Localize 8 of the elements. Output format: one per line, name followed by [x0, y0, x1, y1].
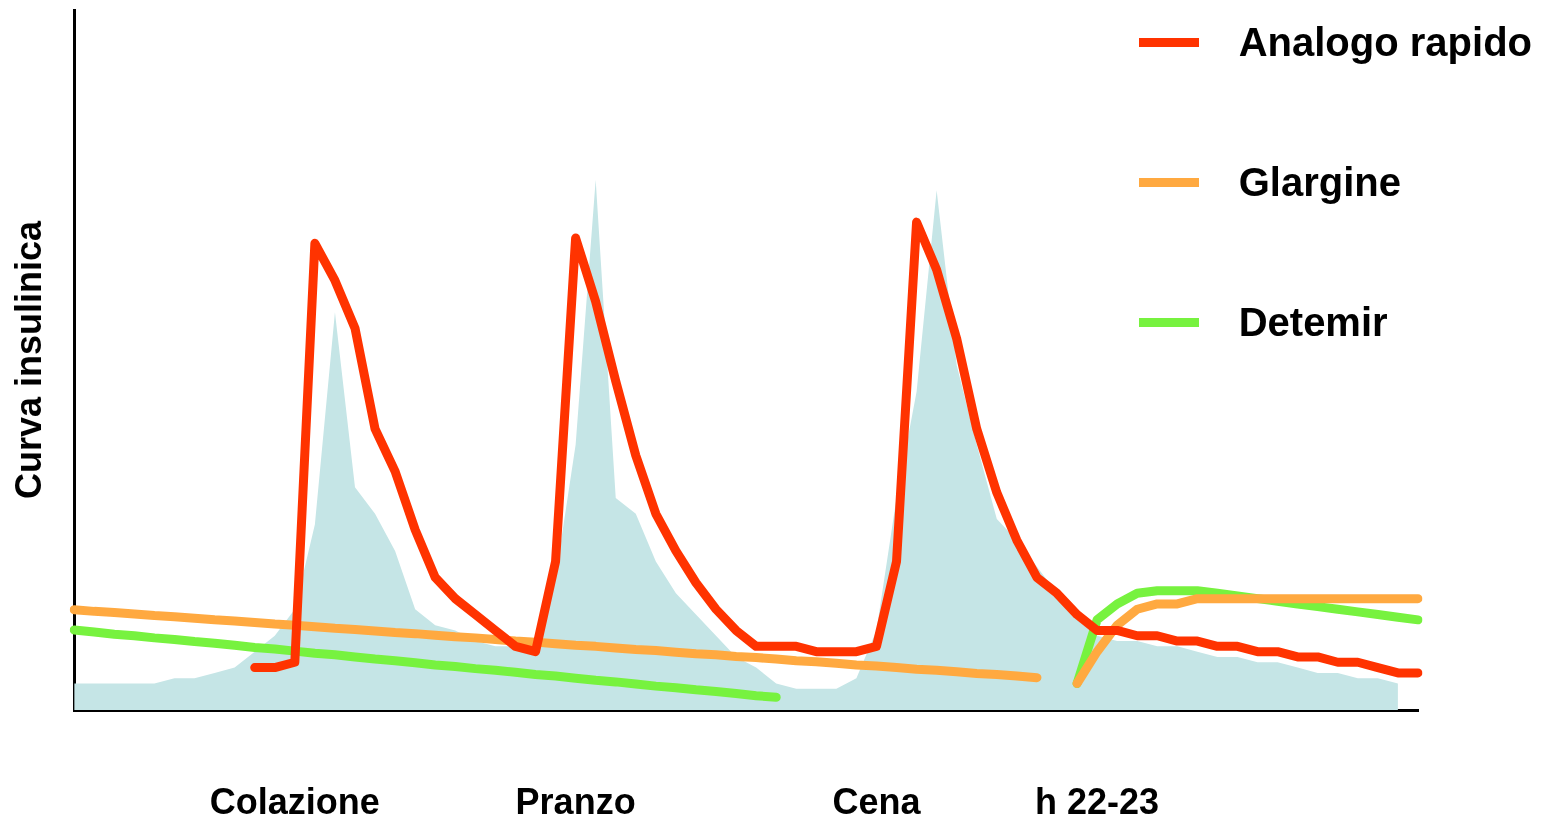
legend-label: Glargine — [1238, 159, 1401, 205]
x-tick-label: Cena — [832, 780, 922, 822]
x-tick-label: Pranzo — [515, 780, 636, 822]
y-axis-title: Curva insulinica — [7, 219, 49, 500]
legend-label: Detemir — [1238, 299, 1388, 345]
x-tick-label: h 22-23 — [1035, 780, 1160, 822]
legend-label: Analogo rapido — [1238, 19, 1532, 65]
x-tick-label: Colazione — [209, 780, 380, 822]
